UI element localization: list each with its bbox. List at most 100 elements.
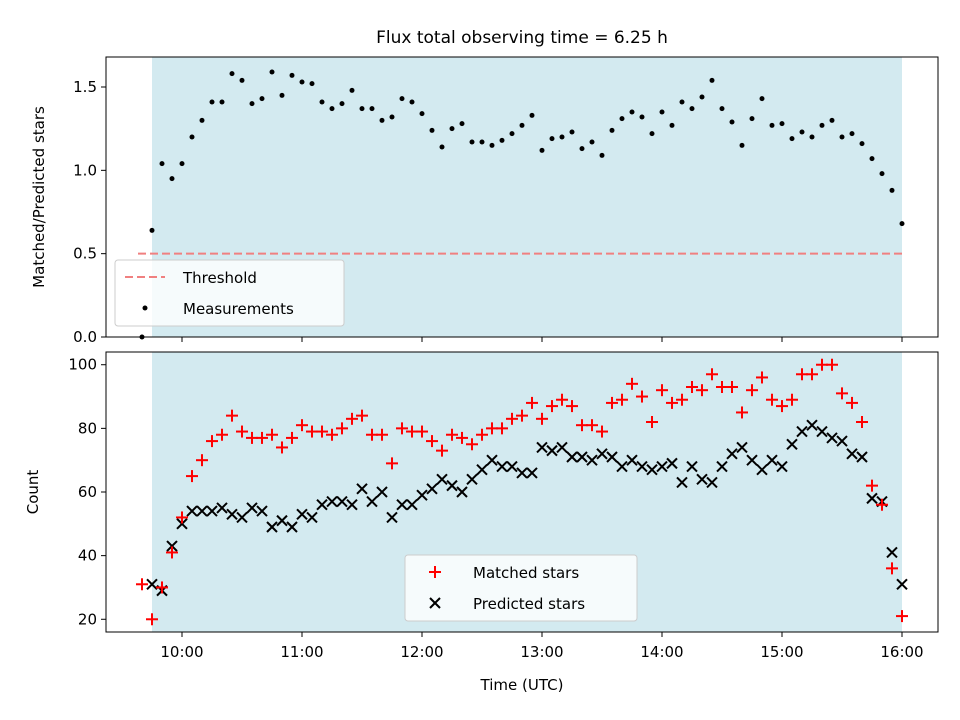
predicted-star-point: [736, 441, 748, 454]
matched-star-point: [146, 613, 158, 626]
matched-star-point: [736, 406, 748, 419]
measurement-point: [279, 92, 285, 98]
measurement-point: [539, 147, 545, 153]
measurement-point: [889, 187, 895, 193]
measurement-point: [439, 144, 445, 150]
predicted-star-point: [376, 486, 388, 498]
measurement-point: [179, 161, 185, 167]
measurement-point: [309, 81, 315, 87]
predicted-star-point: [696, 473, 708, 485]
predicted-star-point: [486, 454, 498, 466]
measurement-point: [749, 116, 755, 122]
predicted-star-point: [836, 435, 848, 447]
predicted-star-point: [466, 473, 478, 485]
predicted-star-point: [856, 451, 868, 463]
measurement-point: [219, 99, 225, 105]
matched-star-point: [896, 610, 908, 623]
predicted-star-point: [346, 499, 358, 511]
predicted-star-point: [446, 479, 458, 492]
predicted-star-point: [666, 457, 678, 470]
measurement-point: [169, 176, 175, 182]
measurement-point: [459, 121, 465, 127]
matched-star-point: [696, 384, 708, 397]
measurement-point: [259, 96, 265, 102]
bottom-x-tick-label: 11:00: [280, 643, 323, 661]
bottom-x-tick-label: 10:00: [160, 643, 203, 661]
predicted-star-point: [166, 540, 178, 552]
matched-star-point: [846, 396, 858, 409]
measurement-point: [709, 77, 715, 83]
predicted-star-point: [646, 464, 658, 476]
measurement-point: [769, 122, 775, 128]
matched-star-point: [446, 428, 458, 441]
matched-star-point: [506, 412, 518, 425]
legend-matched-label: Matched stars: [473, 564, 579, 582]
matched-star-point: [376, 428, 388, 441]
top-y-tick-label: 1.5: [73, 78, 97, 96]
predicted-star-point: [686, 460, 698, 473]
bottom-legend-box: [404, 554, 638, 622]
matched-star-point: [136, 578, 148, 591]
measurement-point: [819, 122, 825, 128]
matched-star-point: [516, 409, 528, 422]
matched-star-point: [556, 393, 568, 406]
measurement-point: [429, 127, 435, 133]
predicted-star-point: [616, 460, 628, 473]
matched-star-point: [746, 384, 758, 397]
predicted-star-point: [756, 464, 768, 476]
measurement-point: [359, 106, 365, 112]
measurement-point: [349, 87, 355, 93]
predicted-star-point: [326, 495, 338, 508]
predicted-star-point: [196, 505, 208, 517]
top-y-tick-label: 1.0: [73, 161, 97, 179]
predicted-star-point: [336, 495, 348, 508]
matched-star-point: [866, 479, 878, 492]
measurement-point: [849, 131, 855, 137]
predicted-star-point: [726, 448, 738, 460]
measurement-point: [559, 134, 565, 140]
matched-star-point: [416, 425, 428, 438]
matched-star-point: [436, 444, 448, 457]
measurement-point: [689, 106, 695, 112]
predicted-star-point: [506, 460, 518, 473]
matched-star-point: [496, 422, 508, 435]
measurement-point: [669, 122, 675, 128]
matched-star-point: [646, 416, 658, 428]
measurement-point: [229, 71, 235, 77]
top-legend: Threshold Measurements: [114, 259, 345, 327]
bottom-y-tick-label: 20: [78, 610, 97, 628]
predicted-star-point: [426, 483, 438, 495]
predicted-star-point: [566, 451, 578, 463]
measurement-point: [319, 99, 325, 105]
measurement-point: [729, 119, 735, 125]
predicted-star-point: [386, 511, 398, 524]
legend-threshold-label: Threshold: [182, 269, 257, 287]
predicted-star-point: [636, 460, 648, 473]
matched-star-point: [566, 400, 578, 413]
measurement-point: [839, 134, 845, 140]
measurement-point: [159, 161, 165, 167]
measurement-point: [389, 114, 395, 120]
predicted-star-point: [286, 521, 298, 533]
matched-star-point: [536, 412, 548, 425]
predicted-star-point: [596, 448, 608, 460]
matched-star-point: [836, 387, 848, 400]
predicted-star-point: [276, 514, 288, 527]
measurement-point: [239, 77, 245, 83]
bottom-y-tick-label: 100: [68, 356, 97, 374]
predicted-star-point: [436, 473, 448, 485]
top-y-tick-label: 0.5: [73, 245, 97, 263]
measurement-point: [829, 117, 835, 123]
top-y-tick-label: 0.0: [73, 328, 97, 346]
matched-star-point: [666, 396, 678, 409]
predicted-star-point: [316, 499, 328, 511]
matched-star-point: [206, 435, 218, 448]
matched-star-point: [626, 377, 638, 390]
legend-predicted-label: Predicted stars: [473, 595, 585, 613]
top-x-ticks: [181, 337, 903, 342]
predicted-star-point: [886, 546, 898, 559]
measurement-point: [779, 121, 785, 127]
legend-measurements-swatch: [142, 305, 148, 311]
predicted-star-point: [206, 505, 218, 517]
predicted-star-point: [366, 495, 378, 508]
